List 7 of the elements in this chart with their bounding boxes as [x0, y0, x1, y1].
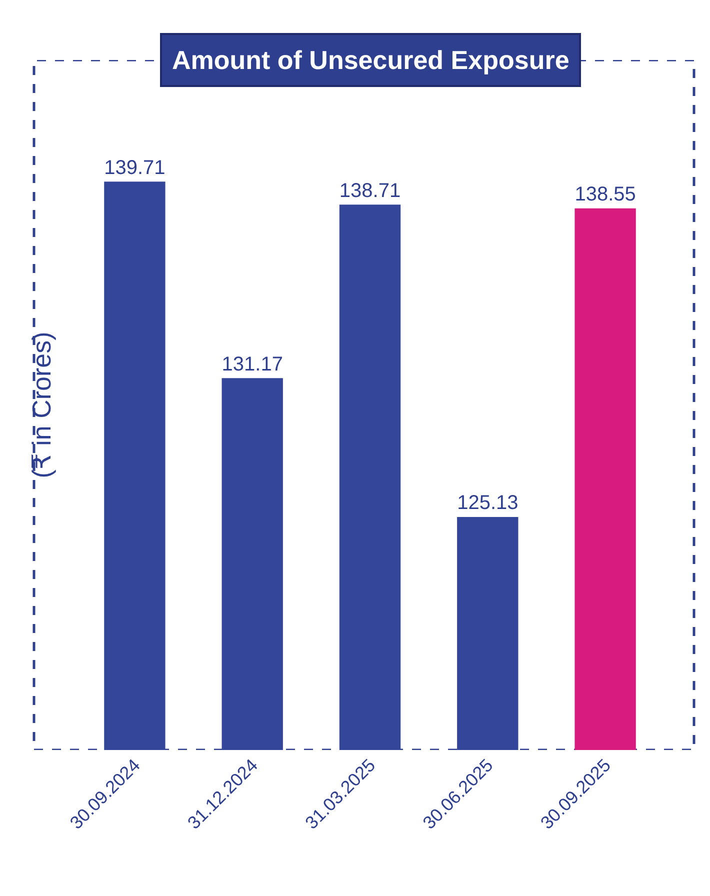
data-label: 138.71 [339, 180, 401, 202]
data-label: 139.71 [104, 156, 166, 179]
data-label: 138.55 [574, 184, 636, 206]
y-axis-title: (₹ in Crores) [26, 332, 56, 478]
chart-title: Amount of Unsecured Exposure [172, 45, 570, 75]
data-label: 131.17 [222, 353, 283, 376]
data-label: 125.13 [457, 492, 518, 514]
